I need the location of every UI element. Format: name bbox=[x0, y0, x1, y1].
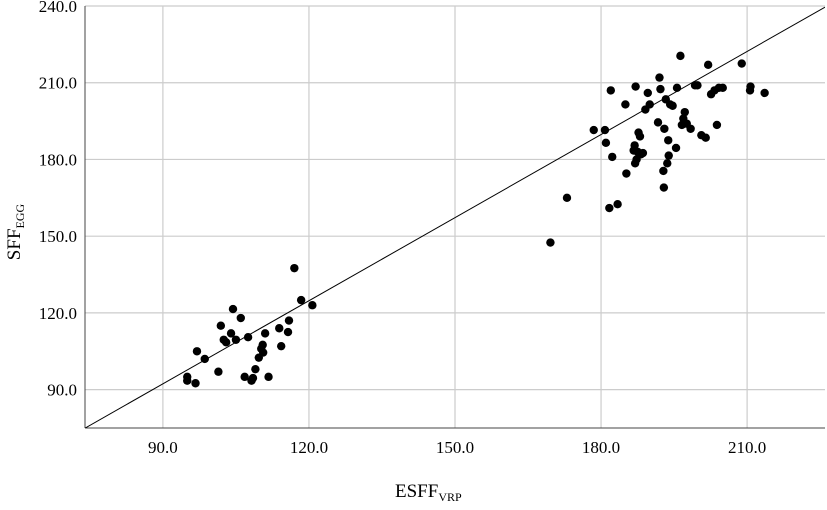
data-point bbox=[631, 82, 640, 91]
data-point bbox=[653, 118, 663, 127]
data-point bbox=[290, 263, 299, 273]
data-point bbox=[621, 100, 630, 109]
data-point bbox=[664, 136, 673, 145]
y-tick-label: 120.0 bbox=[39, 304, 77, 323]
data-point bbox=[622, 169, 631, 178]
y-tick-label: 240.0 bbox=[39, 0, 77, 16]
data-point bbox=[635, 132, 645, 141]
data-point bbox=[240, 372, 249, 382]
y-axis-title: SFFEGG bbox=[4, 203, 27, 260]
data-point bbox=[258, 340, 267, 350]
data-point bbox=[638, 148, 648, 158]
data-point bbox=[701, 133, 710, 142]
data-point bbox=[251, 364, 260, 374]
data-point bbox=[737, 59, 746, 68]
data-point bbox=[656, 84, 665, 94]
data-point bbox=[226, 329, 236, 338]
data-point bbox=[258, 348, 268, 357]
data-point bbox=[200, 354, 209, 364]
data-point bbox=[236, 313, 245, 323]
data-point bbox=[276, 341, 286, 351]
data-point bbox=[214, 367, 223, 376]
data-point bbox=[562, 193, 572, 203]
data-point bbox=[746, 82, 755, 91]
data-point bbox=[663, 159, 672, 168]
data-point bbox=[605, 203, 614, 213]
data-point bbox=[606, 86, 615, 95]
x-tick-label: 120.0 bbox=[290, 438, 328, 457]
data-point bbox=[655, 73, 664, 82]
data-point bbox=[260, 329, 270, 338]
data-point bbox=[718, 83, 727, 93]
data-point bbox=[284, 316, 294, 325]
y-tick-label: 90.0 bbox=[47, 381, 77, 400]
data-point bbox=[264, 372, 273, 382]
x-tick-label: 180.0 bbox=[582, 438, 620, 457]
y-tick-label: 210.0 bbox=[39, 74, 77, 93]
x-axis-title-subscript: VRP bbox=[438, 490, 462, 504]
data-point bbox=[760, 88, 769, 98]
data-point bbox=[296, 295, 306, 305]
data-point bbox=[192, 347, 202, 356]
y-tick-label: 180.0 bbox=[39, 150, 77, 169]
data-point bbox=[659, 183, 669, 192]
data-point bbox=[231, 335, 241, 344]
data-point bbox=[672, 83, 682, 93]
x-tick-label: 210.0 bbox=[728, 438, 766, 457]
data-point bbox=[600, 125, 610, 135]
data-point bbox=[613, 200, 622, 209]
points-layer bbox=[183, 51, 769, 388]
data-point bbox=[228, 304, 238, 314]
x-axis-title: ESFFVRP bbox=[395, 481, 462, 504]
data-point bbox=[660, 124, 669, 133]
data-point bbox=[712, 120, 722, 130]
data-point bbox=[645, 100, 654, 109]
data-point bbox=[589, 125, 598, 135]
x-tick-label: 150.0 bbox=[436, 438, 474, 457]
data-point bbox=[248, 373, 258, 383]
data-point bbox=[601, 138, 611, 148]
x-axis-title-main: ESFF bbox=[395, 481, 438, 502]
y-axis-title-subscript: EGG bbox=[13, 203, 27, 228]
data-point bbox=[680, 107, 689, 117]
x-tick-label: 90.0 bbox=[148, 438, 178, 457]
tick-labels-layer: 90.0 120.0 150.0 180.0 210.0 90.0 120.0 150.0 18… bbox=[39, 0, 766, 457]
data-point bbox=[275, 324, 284, 333]
data-point bbox=[183, 372, 192, 382]
data-point bbox=[693, 81, 702, 90]
data-point bbox=[216, 321, 226, 330]
data-point bbox=[221, 338, 231, 347]
y-axis-title-main: SFF bbox=[4, 228, 25, 260]
data-point bbox=[664, 151, 673, 160]
data-point bbox=[191, 379, 200, 388]
data-point bbox=[703, 60, 713, 70]
data-point bbox=[671, 143, 681, 153]
data-point bbox=[686, 124, 695, 133]
data-point bbox=[608, 152, 617, 162]
axes-layer bbox=[84, 6, 825, 429]
data-point bbox=[546, 238, 555, 247]
data-point bbox=[243, 333, 253, 342]
y-tick-label: 150.0 bbox=[39, 227, 77, 246]
data-point bbox=[630, 141, 639, 150]
data-point bbox=[643, 88, 652, 98]
data-point bbox=[668, 101, 677, 110]
data-point bbox=[283, 327, 293, 337]
data-point bbox=[676, 51, 685, 61]
data-point bbox=[659, 166, 668, 176]
grid-layer bbox=[85, 5, 825, 428]
data-point bbox=[308, 301, 317, 310]
